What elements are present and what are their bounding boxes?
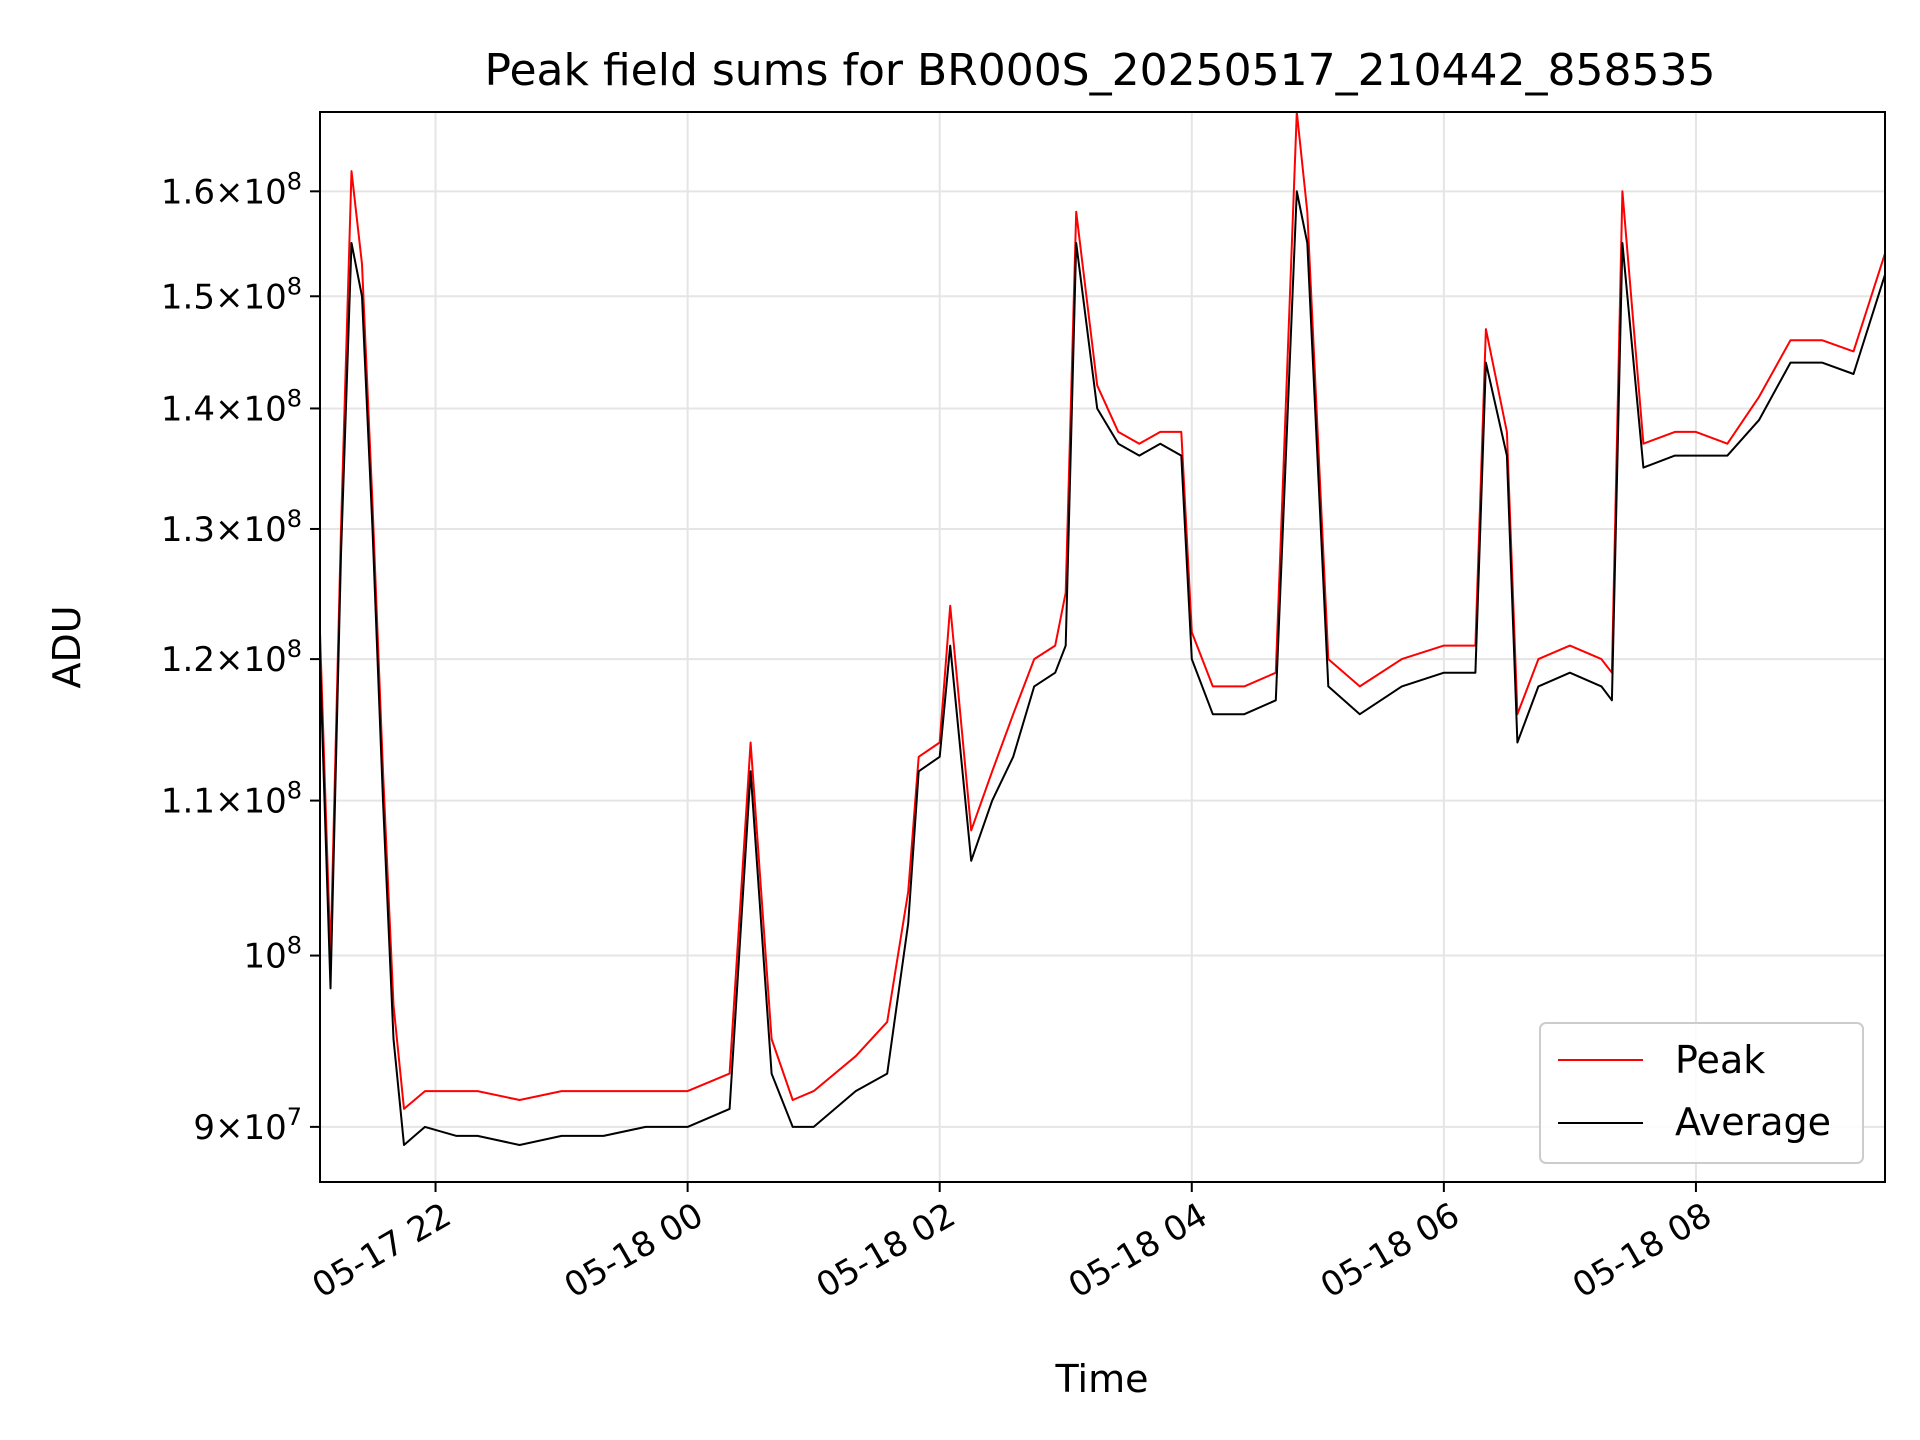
y-tick-label: 1.3×108 <box>161 505 302 550</box>
series-peak-line <box>319 111 1886 1110</box>
grid <box>320 112 1885 1182</box>
legend: Peak Average <box>1539 1022 1864 1164</box>
y-tick-label: 1.4×108 <box>161 384 302 429</box>
legend-label-average: Average <box>1675 1100 1831 1144</box>
legend-box <box>1539 1022 1864 1164</box>
y-tick-label: 1.1×108 <box>161 777 302 822</box>
y-axis-label: ADU <box>45 605 89 688</box>
chart-title: Peak field sums for BR000S_20250517_2104… <box>484 45 1715 96</box>
plot-frame <box>319 111 1886 1183</box>
y-tick-label: 1.6×108 <box>161 167 302 212</box>
x-axis-label: Time <box>1055 1357 1149 1401</box>
legend-label-peak: Peak <box>1675 1038 1765 1082</box>
y-tick-label: 1.5×108 <box>161 272 302 317</box>
y-tick-label: 9×107 <box>193 1103 302 1148</box>
series-layer <box>319 111 1886 1146</box>
y-tick-label: 108 <box>243 932 302 977</box>
y-tick-label: 1.2×108 <box>161 635 302 680</box>
series-average-line <box>319 190 1886 1146</box>
y-axis: 9×107 108 1.1×108 1.2×108 1.3×108 1.4×108 1.5×… <box>161 167 320 1148</box>
